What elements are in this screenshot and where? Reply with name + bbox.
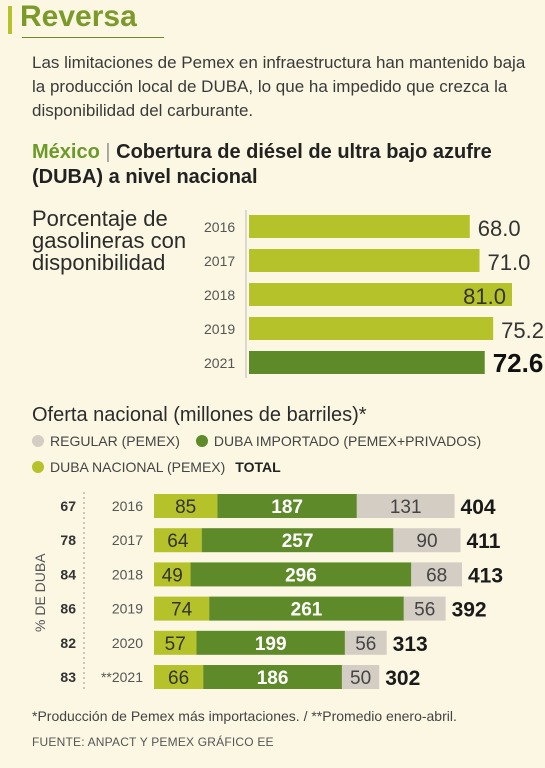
legend-row-1: REGULAR (PEMEX) DUBA IMPORTADO (PEMEX+PR… xyxy=(32,433,481,449)
supply-segment-imported xyxy=(217,494,357,518)
coverage-value-label: 71.0 xyxy=(488,250,531,275)
supply-year-label: 2016 xyxy=(112,498,143,514)
supply-segment-imported xyxy=(201,528,394,553)
coverage-bar xyxy=(249,215,470,238)
supply-segment-value: 57 xyxy=(165,634,186,655)
supply-segment-regular xyxy=(411,562,462,587)
coverage-bar xyxy=(249,283,512,306)
supply-segment-national xyxy=(154,562,191,587)
coverage-year-label: 2016 xyxy=(204,219,235,235)
supply-segment-national xyxy=(154,665,204,689)
supply-total-value: 404 xyxy=(461,496,496,519)
supply-segment-value: 85 xyxy=(175,497,196,518)
supply-total-value: 411 xyxy=(467,530,501,553)
supply-year-label: **2021 xyxy=(101,669,143,685)
pct-duba-axis-label: % DE DUBA xyxy=(32,553,48,632)
supply-segment-value: 296 xyxy=(285,565,317,586)
legend-swatch-imported xyxy=(195,435,208,447)
pct-duba-value: 84 xyxy=(60,566,76,582)
legend-swatch-regular xyxy=(32,435,44,447)
supply-segment-value: 66 xyxy=(168,668,189,689)
supply-segment-value: 186 xyxy=(257,668,289,689)
chart-headline: México | Cobertura de diésel de ultra ba… xyxy=(32,140,532,190)
coverage-value-label: 81.0 xyxy=(463,284,506,309)
supply-segment-value: 257 xyxy=(282,531,314,552)
supply-segment-value: 50 xyxy=(350,668,371,689)
coverage-year-label: 2018 xyxy=(204,287,235,303)
source-credit: FUENTE: ANPACT Y PEMEX GRÁFICO EE xyxy=(32,735,274,749)
supply-segment-value: 56 xyxy=(414,600,435,621)
supply-chart-title: Oferta nacional (millones de barriles)* xyxy=(32,404,367,426)
coverage-bar xyxy=(249,317,494,340)
coverage-bar xyxy=(249,351,485,374)
coverage-chart-title: Porcentaje de gasolineras con disponibil… xyxy=(32,206,187,275)
supply-segment-value: 90 xyxy=(416,531,437,552)
supply-segment-value: 261 xyxy=(291,600,323,621)
supply-year-label: 2017 xyxy=(112,532,143,548)
supply-total-value: 413 xyxy=(468,564,503,587)
supply-segment-value: 64 xyxy=(167,531,189,552)
supply-segment-national xyxy=(154,528,202,553)
supply-year-label: 2018 xyxy=(112,566,143,582)
supply-segment-value: 49 xyxy=(162,565,183,586)
intro-text: Las limitaciones de Pemex en infraestruc… xyxy=(32,53,526,120)
supply-total-value: 302 xyxy=(385,667,420,690)
supply-segment-national xyxy=(154,630,197,655)
footnotes: *Producción de Pemex más importaciones. … xyxy=(32,708,457,724)
supply-segment-regular xyxy=(393,528,461,553)
legend-label-national: DUBA NACIONAL (PEMEX) xyxy=(50,459,226,475)
supply-segment-national xyxy=(154,596,210,621)
coverage-year-label: 2019 xyxy=(204,321,235,337)
supply-segment-value: 187 xyxy=(271,497,303,518)
supply-segment-imported xyxy=(209,596,404,621)
coverage-bar xyxy=(249,249,480,272)
coverage-value-label: 75.2 xyxy=(501,318,544,343)
supply-segment-imported xyxy=(203,665,342,689)
supply-segment-value: 131 xyxy=(390,497,422,518)
coverage-year-label: 2021 xyxy=(204,355,235,371)
legend-swatch-national xyxy=(32,461,44,473)
supply-segment-value: 68 xyxy=(426,565,447,586)
supply-segment-regular xyxy=(403,596,446,621)
supply-segment-value: 74 xyxy=(171,600,193,621)
supply-segment-national xyxy=(154,494,218,518)
supply-segment-value: 199 xyxy=(255,634,287,655)
headline-text: Cobertura de diésel de ultra bajo azufre… xyxy=(32,141,492,188)
headline-separator: | xyxy=(105,141,111,163)
coverage-year-label: 2017 xyxy=(204,253,235,269)
coverage-value-label: 68.0 xyxy=(478,216,521,241)
supply-total-value: 392 xyxy=(452,599,487,622)
brand-underline xyxy=(22,37,164,38)
brand-title: Reversa xyxy=(20,0,137,33)
legend-label-regular: REGULAR (PEMEX) xyxy=(50,433,180,449)
supply-segment-regular xyxy=(344,630,387,655)
pct-duba-value: 83 xyxy=(60,669,76,685)
supply-year-label: 2019 xyxy=(112,601,143,617)
brand-accent-bar xyxy=(8,6,12,34)
pct-duba-value: 82 xyxy=(60,635,76,651)
supply-segment-value: 56 xyxy=(355,634,376,655)
supply-segment-imported xyxy=(196,630,345,655)
supply-segment-regular xyxy=(341,665,380,689)
coverage-value-label: 72.6 xyxy=(493,348,544,378)
pct-duba-value: 78 xyxy=(60,532,76,548)
headline-country: México xyxy=(32,141,100,163)
legend-label-imported: DUBA IMPORTADO (PEMEX+PRIVADOS) xyxy=(213,433,482,449)
supply-year-label: 2020 xyxy=(112,635,143,651)
supply-total-value: 313 xyxy=(393,633,428,656)
supply-segment-imported xyxy=(190,562,412,587)
legend-total-label: TOTAL xyxy=(235,459,281,475)
supply-segment-regular xyxy=(356,494,455,518)
legend-row-2: DUBA NACIONAL (PEMEX) TOTAL xyxy=(32,459,281,475)
pct-duba-value: 86 xyxy=(60,601,76,617)
pct-duba-value: 67 xyxy=(60,498,76,514)
